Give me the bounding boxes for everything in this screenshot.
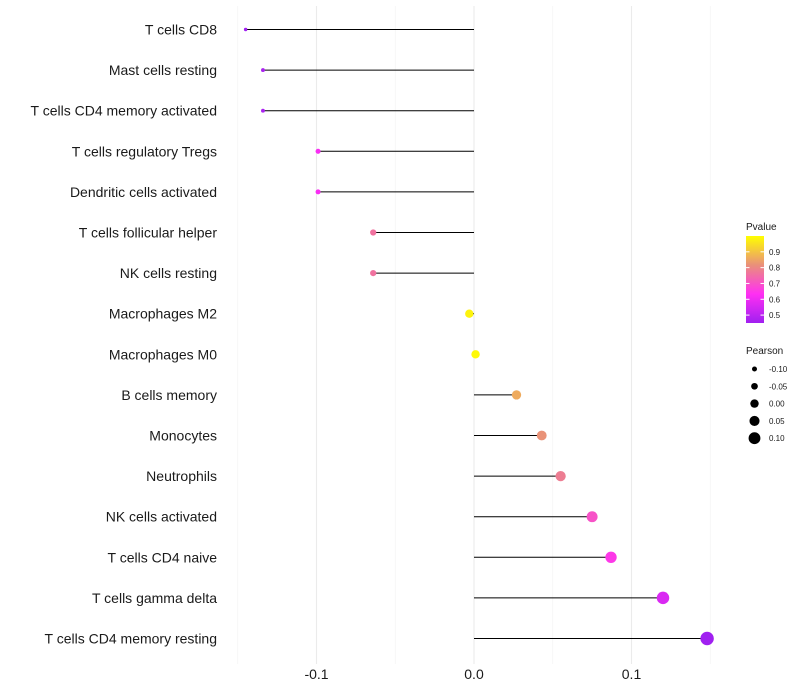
category-label: T cells follicular helper xyxy=(79,225,218,241)
lollipop-point xyxy=(261,68,265,73)
pvalue-colorbar xyxy=(746,236,764,323)
lollipop-point xyxy=(370,229,377,236)
colorbar-tick-label: 0.8 xyxy=(769,264,781,273)
category-label: Macrophages M0 xyxy=(109,346,217,362)
colorbar-tick-label: 0.6 xyxy=(769,295,781,304)
lollipop-point xyxy=(465,309,474,318)
pearson-size-label: -0.10 xyxy=(769,365,788,374)
pearson-size-label: 0.00 xyxy=(769,400,785,409)
lollipop-point xyxy=(261,108,265,113)
category-label: Dendritic cells activated xyxy=(70,184,217,200)
category-label: T cells regulatory Tregs xyxy=(72,143,217,159)
lollipop-points xyxy=(243,27,714,646)
colorbar-tick-label: 0.9 xyxy=(769,248,781,257)
pvalue-legend: Pvalue 0.5 0.6 0.7 0.8 0.9 xyxy=(746,222,781,323)
category-label: T cells CD4 naive xyxy=(108,549,218,565)
lollipop-point xyxy=(471,350,480,359)
x-tick-label: 0.1 xyxy=(622,666,642,682)
pearson-size-key xyxy=(751,382,758,390)
category-label: Mast cells resting xyxy=(109,62,217,78)
category-label: T cells CD8 xyxy=(145,22,217,38)
category-label: NK cells activated xyxy=(106,509,217,525)
lollipop-point xyxy=(511,390,522,400)
lollipop-point xyxy=(243,27,248,32)
colorbar-tick-label: 0.7 xyxy=(769,279,781,288)
y-axis-category-labels: T cells CD8 Mast cells resting T cells CD4… xyxy=(31,22,218,647)
lollipop-point xyxy=(370,269,377,277)
category-label: Macrophages M2 xyxy=(109,306,217,322)
pearson-size-key xyxy=(748,432,761,445)
lollipop-point xyxy=(315,189,321,195)
pearson-size-key xyxy=(752,366,757,372)
lollipop-point xyxy=(315,148,321,154)
x-tick-label: -0.1 xyxy=(304,666,328,682)
x-tick-label: 0.0 xyxy=(464,666,484,682)
colorbar-tick-label: 0.5 xyxy=(769,311,781,320)
pearson-size-label: 0.10 xyxy=(769,434,785,443)
category-label: T cells CD4 memory activated xyxy=(31,103,217,119)
grid-lines xyxy=(237,6,711,664)
category-label: T cells gamma delta xyxy=(92,590,217,606)
pearson-size-key xyxy=(749,415,760,426)
category-label: Neutrophils xyxy=(146,468,217,484)
pearson-legend-keys: -0.10 -0.05 0.00 0.05 0.10 xyxy=(748,365,788,445)
pearson-size-label: 0.05 xyxy=(769,417,785,426)
pearson-legend-title: Pearson xyxy=(746,346,783,357)
x-axis-tick-labels: -0.1 0.0 0.1 xyxy=(304,666,641,682)
pearson-size-label: -0.05 xyxy=(769,382,788,391)
category-label: NK cells resting xyxy=(120,265,217,281)
lollipop-point xyxy=(656,591,670,605)
lollipop-point xyxy=(605,551,617,563)
lollipop-stems xyxy=(245,29,708,639)
lollipop-point xyxy=(700,631,714,646)
category-label: Monocytes xyxy=(149,428,217,444)
lollipop-point xyxy=(536,430,547,441)
category-label: B cells memory xyxy=(121,387,217,403)
lollipop-point xyxy=(555,470,566,482)
pearson-size-key xyxy=(750,399,759,408)
lollipop-point xyxy=(586,511,598,523)
pvalue-legend-title: Pvalue xyxy=(746,222,777,233)
pearson-legend: Pearson -0.10 -0.05 0.00 0.05 0.10 xyxy=(746,346,788,445)
category-label: T cells CD4 memory resting xyxy=(45,631,217,647)
pvalue-colorbar-ticks: 0.5 0.6 0.7 0.8 0.9 xyxy=(746,248,781,320)
